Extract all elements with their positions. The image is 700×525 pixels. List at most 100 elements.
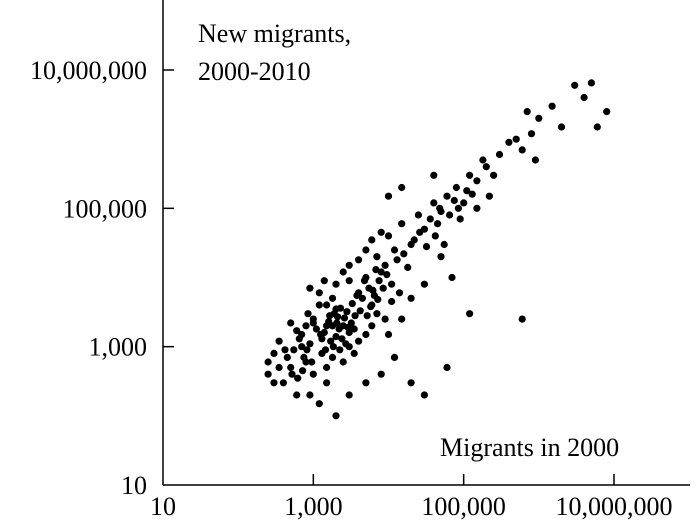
data-point (350, 325, 358, 333)
data-point (518, 315, 526, 323)
data-point (309, 319, 317, 327)
x-tick-label: 10 (150, 492, 176, 521)
data-point (407, 294, 415, 302)
data-point (375, 277, 383, 285)
data-point (479, 156, 487, 164)
data-point (288, 370, 296, 378)
data-point (571, 81, 579, 89)
data-point (345, 343, 353, 351)
data-point (383, 271, 391, 279)
data-point (275, 337, 283, 345)
data-point (270, 379, 278, 387)
data-point (437, 253, 445, 261)
data-point (377, 228, 385, 236)
data-point (603, 108, 611, 116)
data-point (404, 263, 412, 271)
data-point (482, 163, 490, 171)
data-point (302, 322, 310, 330)
data-point (299, 367, 307, 375)
data-point (345, 277, 353, 285)
data-point (333, 319, 341, 327)
data-point (373, 253, 381, 261)
data-point (527, 130, 536, 138)
data-point (452, 183, 460, 192)
data-point (362, 379, 370, 387)
data-point (400, 250, 408, 258)
data-point (270, 349, 278, 357)
data-point (593, 123, 601, 131)
data-point (377, 370, 385, 378)
data-point (436, 204, 444, 212)
data-point (323, 301, 331, 309)
data-point (557, 123, 566, 131)
y-tick-label: 100,000 (63, 194, 148, 223)
data-point (450, 196, 458, 205)
data-point (350, 349, 358, 357)
data-point (473, 204, 481, 212)
data-point (443, 363, 451, 372)
y-tick-label: 1,000 (89, 333, 148, 362)
data-point (468, 190, 476, 198)
data-point (384, 330, 393, 339)
data-point (264, 370, 272, 378)
data-point (398, 315, 406, 323)
data-point (463, 187, 471, 195)
data-point (343, 308, 351, 316)
data-point (485, 192, 493, 200)
ticks: 10 1,000 100,000 10,000,000 10 1,000 100,000 10… (30, 56, 673, 521)
data-point (393, 256, 401, 264)
data-point (531, 156, 540, 164)
data-point (355, 337, 363, 345)
data-point (344, 323, 352, 331)
data-point (339, 358, 347, 366)
data-point (293, 327, 301, 335)
data-point (523, 108, 531, 116)
data-point (363, 312, 371, 320)
data-point (303, 346, 311, 354)
data-point (422, 243, 431, 251)
data-point (312, 325, 320, 333)
data-point (384, 192, 393, 200)
data-point (473, 177, 481, 185)
data-point (374, 295, 382, 304)
data-point (320, 277, 328, 285)
data-point (327, 337, 335, 345)
data-point (440, 240, 448, 249)
data-point (431, 232, 439, 240)
data-point (388, 297, 396, 306)
data-point (290, 346, 298, 354)
data-point (410, 236, 418, 244)
data-point (372, 266, 380, 274)
data-point (336, 346, 344, 354)
data-point (275, 363, 283, 372)
data-point (390, 353, 399, 361)
data-point (398, 220, 406, 228)
data-point (283, 353, 291, 361)
data-point (434, 220, 442, 228)
data-point (345, 391, 353, 399)
data-point (414, 211, 422, 219)
data-point (466, 310, 474, 318)
y-tick-label: 10,000,000 (30, 56, 147, 85)
data-point (587, 79, 596, 87)
data-point (348, 300, 356, 308)
data-point (323, 322, 331, 330)
x-tick-label: 100,000 (421, 492, 506, 521)
data-point (580, 93, 588, 102)
data-point (388, 280, 396, 288)
data-point (407, 379, 415, 387)
data-point (390, 246, 399, 254)
data-point (379, 284, 387, 292)
data-point (279, 379, 287, 387)
data-point (381, 315, 389, 323)
data-point (548, 102, 556, 110)
data-point (518, 146, 526, 154)
data-point (384, 232, 393, 240)
data-point (420, 280, 428, 288)
data-point (381, 261, 389, 269)
data-point (351, 312, 359, 320)
data-point (332, 280, 340, 288)
x-axis-title: Migrants in 2000 (440, 433, 619, 462)
data-point (448, 273, 456, 282)
